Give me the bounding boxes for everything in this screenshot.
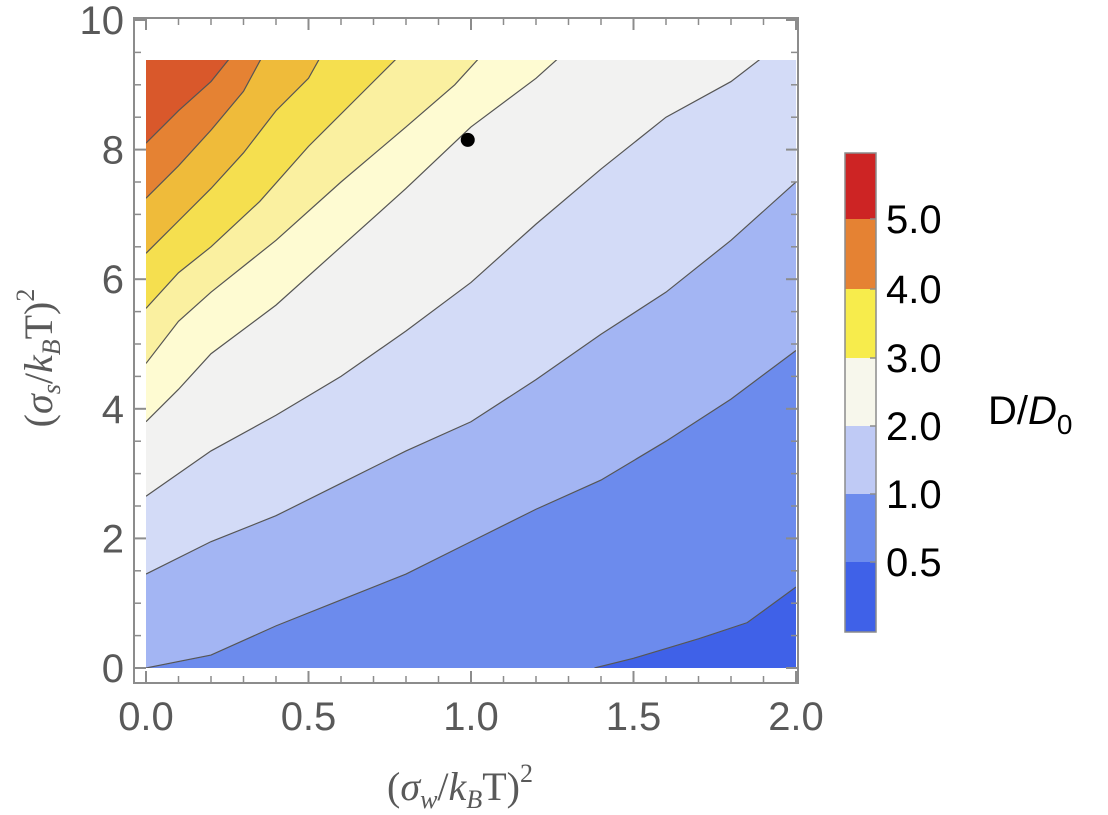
x-axis-label-slash: / <box>437 764 449 809</box>
x-axis-label-open: ( <box>387 764 400 809</box>
colorbar-tick-label: 3.0 <box>886 337 942 381</box>
colorbar-band-5 <box>845 219 876 289</box>
contour-line-6 <box>146 60 396 309</box>
x-axis-label-k: k <box>449 764 468 809</box>
y-axis-label-sub-b: B <box>37 339 66 355</box>
y-axis-label-open: ( <box>16 414 61 427</box>
colorbar-tick-label: 2.0 <box>886 405 942 449</box>
colorbar-label-d0: D <box>1028 389 1057 433</box>
colorbar-label-sub-0: 0 <box>1057 409 1073 440</box>
contour-line-5 <box>146 60 479 364</box>
colorbar-band-3 <box>845 358 876 426</box>
colorbar-border <box>844 152 877 633</box>
contour-line-3 <box>146 60 761 497</box>
marker-layer <box>460 132 475 147</box>
colorbar-label: D/D0 <box>988 389 1072 440</box>
colorbar-band-1 <box>845 494 876 562</box>
colorbar-tick-label: 5.0 <box>886 198 942 242</box>
y-axis-label-sigma: σ <box>16 393 61 414</box>
x-axis-label-sub-b: B <box>466 785 482 814</box>
y-axis-label-sub-s: s <box>37 384 66 394</box>
y-tick-label: 6 <box>102 258 124 302</box>
colorbar-label-d: D/ <box>988 389 1029 433</box>
y-tick-label: 8 <box>102 129 124 173</box>
contour-line-7 <box>146 60 320 254</box>
colorbar-band-6 <box>845 153 876 219</box>
colorbar-tick-label: 1.0 <box>886 473 942 517</box>
y-tick-label: 4 <box>102 388 124 432</box>
x-tick-label: 0.5 <box>281 695 337 739</box>
colorbar: 0.5 1.0 2.0 3.0 4.0 5.0 <box>844 152 942 633</box>
x-tick-label: 1.0 <box>443 695 499 739</box>
contour-line-2 <box>146 181 796 575</box>
x-axis-label-sigma: σ <box>400 764 421 809</box>
x-tick-label: 0.0 <box>118 695 174 739</box>
y-axis-label-slash: / <box>16 372 61 384</box>
x-tick-label: 1.5 <box>606 695 662 739</box>
colorbar-band-2 <box>845 426 876 494</box>
contour-line-9 <box>146 60 230 144</box>
y-axis-label-t: T) <box>16 302 61 340</box>
colorbar-band-0 <box>845 562 876 632</box>
plot-border <box>133 17 799 684</box>
y-axis-label-sup: 2 <box>11 289 40 302</box>
x-axis-label-sub-w: w <box>420 785 438 814</box>
contour-line-8 <box>146 60 262 199</box>
x-axis-label-t: T) <box>482 764 520 809</box>
contour-lines <box>146 60 796 668</box>
colorbar-tick-label: 0.5 <box>886 541 942 585</box>
y-axis-label: (σs/kBT)2 <box>11 289 66 428</box>
contour-line-4 <box>146 60 558 423</box>
x-axis-label: (σw/kBT)2 <box>387 759 533 814</box>
y-axis-label-k: k <box>16 354 61 373</box>
colorbar-tick-label: 4.0 <box>886 268 942 312</box>
colorbar-band-4 <box>845 289 876 358</box>
plot-frame <box>133 17 799 684</box>
contour-bands <box>146 60 796 668</box>
x-tick-label: 2.0 <box>768 695 824 739</box>
y-tick-label: 0 <box>102 647 124 691</box>
x-axis-label-sup: 2 <box>520 759 533 788</box>
contour-line-1 <box>146 349 796 668</box>
y-tick-label: 2 <box>102 517 124 561</box>
axis-ticks: 0.0 0.5 1.0 1.5 2.0 0 2 4 6 8 10 <box>80 0 824 739</box>
contour-line-0 <box>594 586 796 668</box>
data-point-marker <box>460 132 475 147</box>
y-tick-label: 10 <box>80 0 125 43</box>
